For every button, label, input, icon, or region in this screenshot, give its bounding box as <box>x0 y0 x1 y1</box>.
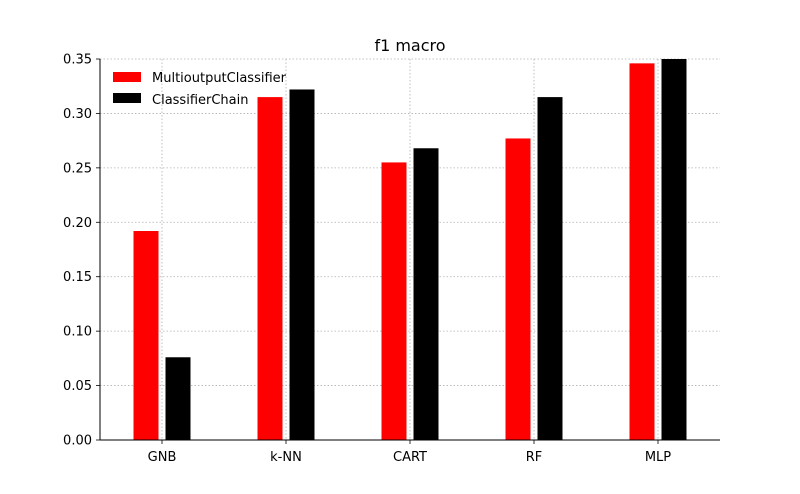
x-tick-label: CART <box>393 450 427 465</box>
legend-label-1: ClassifierChain <box>152 93 248 108</box>
y-tick-label: 0.15 <box>63 270 92 285</box>
bar-MultioutputClassifier-MLP <box>629 63 655 441</box>
x-tick-label: RF <box>526 450 543 465</box>
bar-ClassifierChain-k-NN <box>289 89 315 440</box>
x-tick-label: k-NN <box>270 450 302 465</box>
y-tick-label: 0.20 <box>63 216 92 231</box>
bar-ClassifierChain-CART <box>413 148 439 440</box>
grid <box>100 58 720 441</box>
y-tick-label: 0.25 <box>63 161 92 176</box>
y-tick-label: 0.35 <box>63 53 92 68</box>
y-tick-label: 0.10 <box>63 325 92 340</box>
bars <box>133 59 687 441</box>
chart-title: f1 macro <box>374 36 445 55</box>
bar-ClassifierChain-MLP <box>661 59 687 440</box>
legend: MultioutputClassifier ClassifierChain <box>113 71 287 108</box>
y-tick-label: 0.05 <box>63 379 92 394</box>
bar-MultioutputClassifier-CART <box>381 162 407 440</box>
axes: 0.00 0.05 0.10 0.15 0.20 0.25 0.30 0.35 GNB k-NN C… <box>63 53 720 465</box>
bar-MultioutputClassifier-k-NN <box>257 97 283 440</box>
bar-MultioutputClassifier-GNB <box>133 230 159 440</box>
bar-ClassifierChain-RF <box>537 97 563 440</box>
x-tick-label: GNB <box>148 450 177 465</box>
bar-MultioutputClassifier-RF <box>505 138 531 441</box>
y-tick-label: 0.30 <box>63 107 92 122</box>
bar-ClassifierChain-GNB <box>165 357 191 440</box>
legend-swatch-0 <box>113 72 141 82</box>
y-tick-label: 0.00 <box>63 434 92 449</box>
legend-swatch-1 <box>113 93 141 103</box>
legend-label-0: MultioutputClassifier <box>152 71 287 86</box>
x-tick-label: MLP <box>645 450 671 465</box>
